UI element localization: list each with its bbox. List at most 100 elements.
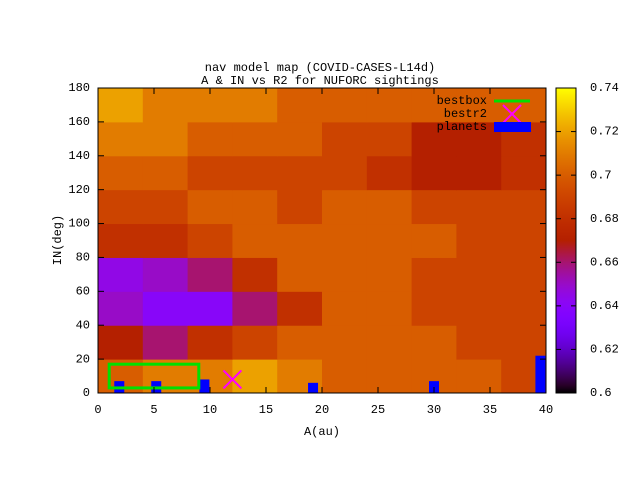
legend-label: bestbox xyxy=(437,94,487,108)
x-tick-label: 40 xyxy=(539,403,553,417)
heat-cell xyxy=(501,189,546,225)
heat-cell xyxy=(501,223,546,258)
heat-cell xyxy=(411,291,457,326)
legend-swatch xyxy=(502,104,522,124)
heat-cell xyxy=(366,325,413,360)
heat-cell xyxy=(277,325,323,360)
heat-cell xyxy=(232,88,278,123)
colorbar-tick-label: 0.68 xyxy=(590,212,619,226)
heat-cell xyxy=(366,223,413,258)
heat-cell xyxy=(366,189,413,225)
heat-cell xyxy=(232,121,278,157)
y-axis-label: IN(deg) xyxy=(51,215,65,265)
heat-cell xyxy=(322,121,368,157)
x-tick-label: 15 xyxy=(259,403,273,417)
heat-cell xyxy=(411,257,457,292)
heat-cell xyxy=(187,257,233,292)
heat-cell xyxy=(366,291,413,326)
heat-cell xyxy=(277,189,323,225)
heat-cell xyxy=(456,359,502,393)
y-tick-label: 20 xyxy=(76,352,90,366)
heat-cell xyxy=(277,223,323,258)
heat-cell xyxy=(277,121,323,157)
heat-cell xyxy=(98,155,144,191)
heat-cell xyxy=(187,155,233,191)
heat-cell xyxy=(456,291,502,326)
heat-cell xyxy=(456,88,502,123)
heat-cell xyxy=(187,325,233,360)
heat-cell xyxy=(142,325,189,360)
heat-cell xyxy=(322,223,368,258)
heat-cell xyxy=(232,257,278,292)
best-r2-marker xyxy=(222,369,243,390)
x-tick-label: 35 xyxy=(483,403,497,417)
colorbar xyxy=(555,87,577,394)
heat-cell xyxy=(456,325,502,360)
colorbar-tick-label: 0.66 xyxy=(590,255,619,269)
heat-cell xyxy=(411,325,457,360)
x-tick-label: 10 xyxy=(203,403,217,417)
heat-cell xyxy=(501,291,546,326)
heat-cell xyxy=(366,121,413,157)
heat-cell xyxy=(277,291,323,326)
x-tick-label: 20 xyxy=(315,403,329,417)
heat-cell xyxy=(232,359,278,393)
x-tick-label: 30 xyxy=(427,403,441,417)
heat-cell xyxy=(411,189,457,225)
legend-label: planets xyxy=(437,120,487,134)
legend-label: bestr2 xyxy=(444,107,487,121)
heat-cell xyxy=(98,257,144,292)
heat-cell xyxy=(501,325,546,360)
legend-swatch xyxy=(494,122,531,132)
x-tick-label: 0 xyxy=(94,403,101,417)
chart-subtitle: A & IN vs R2 for NUFORC sightings xyxy=(201,74,439,88)
heat-cell xyxy=(366,155,413,191)
y-tick-label: 60 xyxy=(76,285,90,299)
heat-cell xyxy=(232,325,278,360)
heat-cell xyxy=(232,189,278,225)
heat-cell xyxy=(366,359,413,393)
heat-cell xyxy=(187,189,233,225)
heat-cell xyxy=(322,155,368,191)
heat-cell xyxy=(232,155,278,191)
heat-cell xyxy=(98,291,144,326)
colorbar-tick-label: 0.6 xyxy=(590,386,612,400)
y-tick-label: 40 xyxy=(76,318,90,332)
heat-cell xyxy=(232,223,278,258)
colorbar-tick-label: 0.62 xyxy=(590,343,619,357)
heat-cell xyxy=(98,223,144,258)
colorbar-tick-label: 0.64 xyxy=(590,299,619,313)
heat-cell xyxy=(501,155,546,191)
planet-bar xyxy=(308,382,319,393)
heat-cell xyxy=(98,88,144,123)
x-axis-label: A(au) xyxy=(304,425,340,439)
heat-cell xyxy=(456,189,502,225)
heat-cell xyxy=(501,257,546,292)
heat-cell xyxy=(456,257,502,292)
heat-cell xyxy=(322,291,368,326)
heat-cell xyxy=(322,325,368,360)
heat-cell xyxy=(366,88,413,123)
colorbar-tick-label: 0.72 xyxy=(590,125,619,139)
x-tick-label: 25 xyxy=(371,403,385,417)
planet-bar xyxy=(535,355,546,393)
heat-cell xyxy=(366,257,413,292)
chart-title: nav model map (COVID-CASES-L14d) xyxy=(205,61,435,75)
heat-cell xyxy=(142,257,189,292)
heat-cell xyxy=(322,257,368,292)
y-tick-label: 100 xyxy=(68,217,90,231)
heat-cell xyxy=(277,155,323,191)
heat-cell xyxy=(142,88,189,123)
heat-cell xyxy=(232,291,278,326)
heat-cell xyxy=(456,223,502,258)
y-tick-label: 140 xyxy=(68,149,90,163)
heat-cell xyxy=(187,223,233,258)
heat-cell xyxy=(98,325,144,360)
heat-cell xyxy=(456,155,502,191)
heat-cell xyxy=(322,359,368,393)
heat-cell xyxy=(142,155,189,191)
heat-cell xyxy=(277,257,323,292)
heat-cell xyxy=(98,189,144,225)
heat-cell xyxy=(411,155,457,191)
